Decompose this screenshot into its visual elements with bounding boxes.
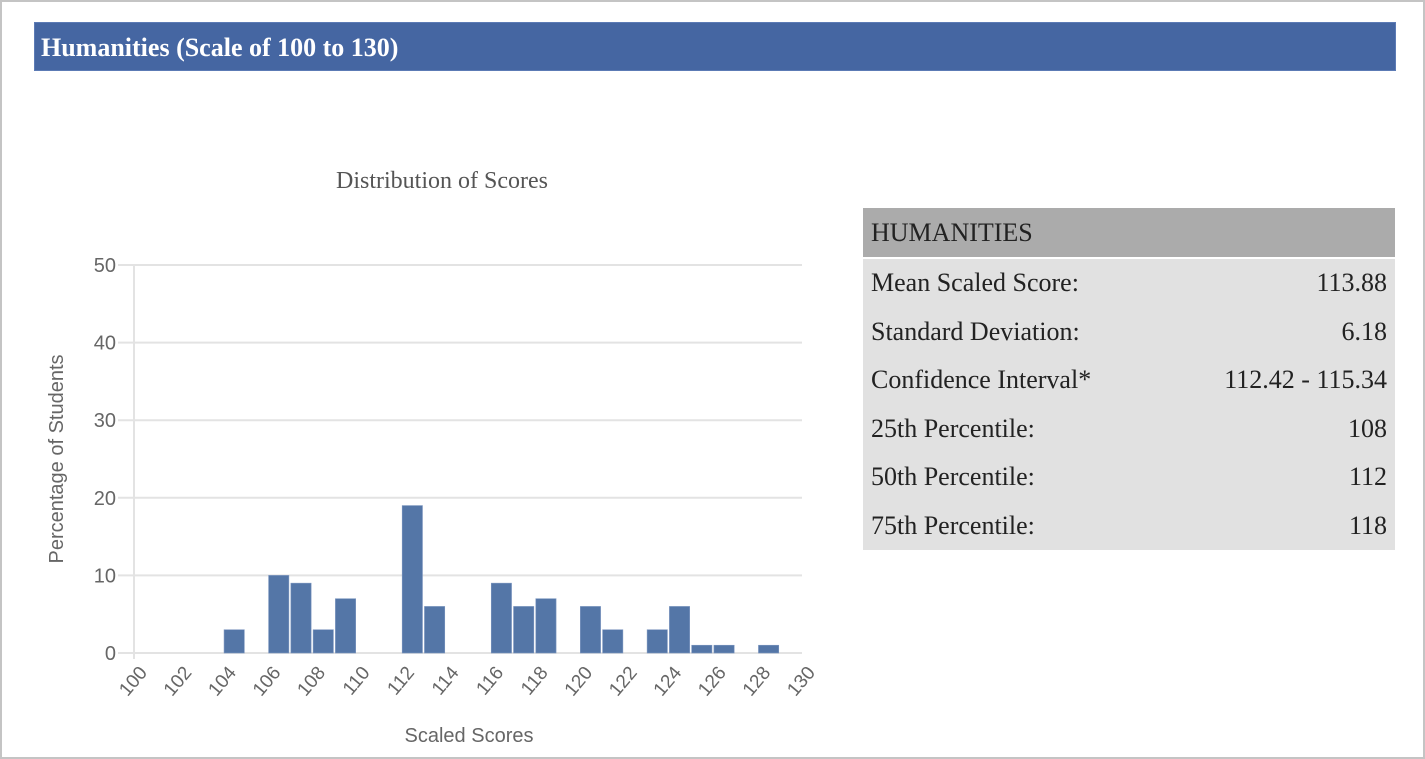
- chart-bars: [223, 505, 780, 654]
- bar-128: [758, 644, 780, 654]
- stat-row-25th-percentile: 25th Percentile: 108: [863, 404, 1395, 453]
- bar-109: [335, 598, 356, 654]
- stat-label: Mean Scaled Score:: [863, 258, 1166, 308]
- x-tick-label: 114: [428, 662, 464, 699]
- y-tick-label: 20: [94, 488, 116, 510]
- stat-value: 6.18: [1165, 307, 1395, 356]
- stat-label: Confidence Interval*: [863, 356, 1166, 405]
- x-tick-label: 122: [605, 663, 641, 701]
- y-axis-label: Percentage of Students: [46, 354, 68, 563]
- stat-value: 108: [1165, 404, 1395, 453]
- bar-125: [691, 644, 713, 654]
- x-tick-label: 130: [783, 663, 819, 701]
- bar-106: [268, 575, 290, 654]
- x-tick-label: 108: [293, 663, 329, 701]
- x-axis-ticks: 100 102 104 106 108 110 112 114 116 118 120 122 124 1…: [115, 662, 819, 700]
- y-tick-label: 10: [94, 565, 116, 587]
- bar-112: [401, 505, 423, 654]
- stat-row-50th-percentile: 50th Percentile: 112: [863, 453, 1395, 502]
- x-tick-label: 100: [115, 663, 151, 701]
- stat-value: 118: [1165, 501, 1395, 550]
- x-tick-label: 102: [160, 663, 196, 701]
- stats-table-header-row: HUMANITIES: [863, 208, 1395, 259]
- x-tick-label: 124: [650, 662, 687, 700]
- bar-113: [424, 606, 446, 654]
- bar-118: [535, 598, 557, 654]
- stat-row-std-dev: Standard Deviation: 6.18: [863, 307, 1395, 356]
- y-tick-label: 50: [94, 255, 116, 277]
- stat-row-75th-percentile: 75th Percentile: 118: [863, 501, 1395, 550]
- x-tick-label: 128: [739, 663, 775, 701]
- stat-label: Standard Deviation:: [863, 307, 1166, 356]
- bar-116: [490, 582, 512, 654]
- bar-117: [513, 606, 535, 654]
- x-tick-label: 120: [561, 663, 597, 701]
- bar-123: [646, 629, 668, 654]
- x-axis-label: Scaled Scores: [405, 725, 534, 747]
- x-tick-label: 112: [383, 663, 419, 700]
- x-tick-label: 110: [339, 663, 375, 700]
- stat-value: 112.42 - 115.34: [1165, 356, 1395, 405]
- bar-108: [312, 629, 334, 654]
- bar-107: [290, 582, 312, 654]
- y-tick-label: 40: [94, 333, 116, 355]
- stats-table: HUMANITIES Mean Scaled Score: 113.88 Sta…: [863, 208, 1395, 550]
- stats-table-title: HUMANITIES: [863, 208, 1395, 259]
- x-tick-label: 104: [204, 662, 241, 700]
- x-tick-label: 126: [694, 663, 730, 701]
- bar-121: [602, 629, 624, 654]
- stat-row-confidence-interval: Confidence Interval* 112.42 - 115.34: [863, 356, 1395, 405]
- x-tick-label: 106: [249, 663, 285, 701]
- y-axis-ticks: 0 10 20 30 40 50: [94, 255, 116, 665]
- stat-label: 75th Percentile:: [863, 501, 1166, 550]
- x-tick-label: 118: [517, 663, 553, 700]
- stat-value: 113.88: [1165, 258, 1395, 308]
- bar-126: [713, 644, 735, 654]
- x-tick-label: 116: [473, 663, 509, 700]
- stat-row-mean: Mean Scaled Score: 113.88: [863, 258, 1395, 308]
- stat-label: 25th Percentile:: [863, 404, 1166, 453]
- chart-gridlines: [118, 264, 802, 659]
- y-tick-label: 30: [94, 410, 116, 432]
- bar-124: [669, 606, 690, 654]
- y-tick-label: 0: [105, 643, 116, 665]
- chart-title: Distribution of Scores: [336, 168, 548, 194]
- bar-104: [223, 629, 245, 654]
- bar-120: [580, 606, 601, 654]
- section-header: Humanities (Scale of 100 to 130): [34, 22, 1396, 71]
- stat-label: 50th Percentile:: [863, 453, 1166, 502]
- stat-value: 112: [1165, 453, 1395, 502]
